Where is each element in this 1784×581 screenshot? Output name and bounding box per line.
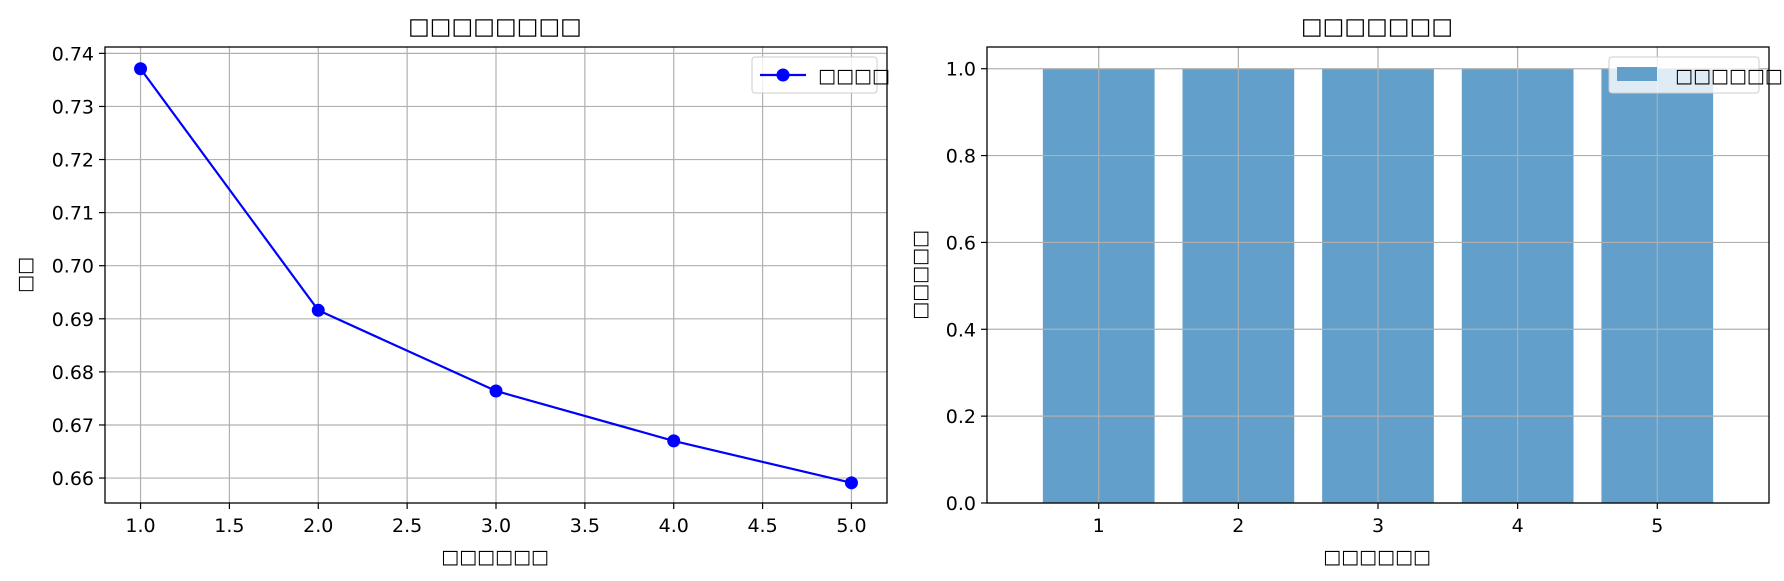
- bar-chart-title: □□□□□□□: [1301, 14, 1453, 40]
- bar-chart-x-tick-label: 5: [1651, 515, 1663, 537]
- bar-chart-y-tick-label: 0.8: [946, 146, 976, 168]
- bar-chart-x-ticks: 1 2 3 4 5: [1093, 503, 1663, 537]
- bar-chart-x-tick-label: 2: [1232, 515, 1244, 537]
- line-chart-data-point: [667, 434, 681, 448]
- line-chart-x-tick-label: 4.0: [659, 515, 689, 537]
- line-chart-y-tick-label: 0.71: [52, 203, 94, 225]
- bar-chart-y-axis-label: □□□□□: [909, 230, 931, 320]
- line-chart-y-tick-label: 0.66: [52, 468, 94, 490]
- line-chart-x-tick-label: 3.0: [481, 515, 511, 537]
- line-chart-legend: □□□□: [751, 56, 890, 94]
- line-chart-y-ticks: 0.66 0.67 0.68 0.69 0.70 0.71 0.72 0.73 0.74: [52, 43, 105, 490]
- line-chart-x-axis-label: □□□□□□: [441, 546, 549, 568]
- bar-chart-x-tick-label: 3: [1372, 515, 1384, 537]
- line-chart-x-tick-label: 4.5: [747, 515, 777, 537]
- bar-chart-y-tick-label: 0.2: [946, 406, 976, 428]
- line-chart-y-axis-label: □□: [14, 257, 36, 293]
- line-chart-data-point: [489, 384, 503, 398]
- line-chart-x-tick-label: 1.0: [125, 515, 155, 537]
- bar-chart-legend-swatch: [1617, 67, 1657, 81]
- line-chart-x-tick-label: 2.0: [303, 515, 333, 537]
- line-chart-data-point: [844, 476, 858, 490]
- line-chart-y-tick-label: 0.69: [52, 309, 94, 331]
- bar-chart-legend: □□□□□□: [1608, 56, 1783, 94]
- line-chart-x-ticks: 1.0 1.5 2.0 2.5 3.0 3.5 4.0 4.5 5.0: [125, 503, 867, 537]
- bar-chart-legend-box: [1608, 56, 1760, 94]
- line-chart-grid: [105, 47, 887, 503]
- line-chart-x-tick-label: 1.5: [214, 515, 244, 537]
- bar-chart-y-tick-label: 0.4: [946, 319, 976, 341]
- line-chart-y-tick-label: 0.73: [52, 96, 94, 118]
- bar-chart-x-axis-label: □□□□□□: [1323, 546, 1431, 568]
- line-chart-data-point: [134, 62, 148, 76]
- line-chart-y-tick-label: 0.72: [52, 150, 94, 172]
- bar-chart-y-tick-label: 1.0: [946, 59, 976, 81]
- line-chart-x-tick-label: 2.5: [392, 515, 422, 537]
- bar-chart-x-tick-label: 4: [1512, 515, 1524, 537]
- line-chart-y-tick-label: 0.68: [52, 362, 94, 384]
- line-chart-series: [134, 62, 858, 490]
- line-chart-legend-marker: [776, 68, 790, 82]
- line-chart: □□□□□□□□ 1.0 1.5 2.0 2.5 3.0 3.5 4.0 4.5 5.0 0.6…: [14, 14, 890, 568]
- line-chart-y-tick-label: 0.70: [52, 256, 94, 278]
- line-chart-legend-box: [751, 56, 878, 94]
- line-chart-y-tick-label: 0.74: [52, 43, 94, 65]
- bar-chart-y-tick-label: 0.6: [946, 232, 976, 254]
- bar-chart-y-tick-label: 0.0: [946, 493, 976, 515]
- line-chart-data-point: [311, 303, 325, 317]
- line-chart-title: □□□□□□□□: [408, 14, 582, 40]
- line-chart-y-tick-label: 0.67: [52, 415, 94, 437]
- line-chart-x-tick-label: 3.5: [570, 515, 600, 537]
- bar-chart-x-tick-label: 1: [1093, 515, 1105, 537]
- bar-chart-legend-label: □□□□□□: [1675, 65, 1783, 87]
- line-chart-legend-label: □□□□: [818, 65, 890, 87]
- line-chart-x-tick-label: 5.0: [836, 515, 866, 537]
- bar-chart-y-ticks: 0.0 0.2 0.4 0.6 0.8 1.0: [946, 59, 987, 515]
